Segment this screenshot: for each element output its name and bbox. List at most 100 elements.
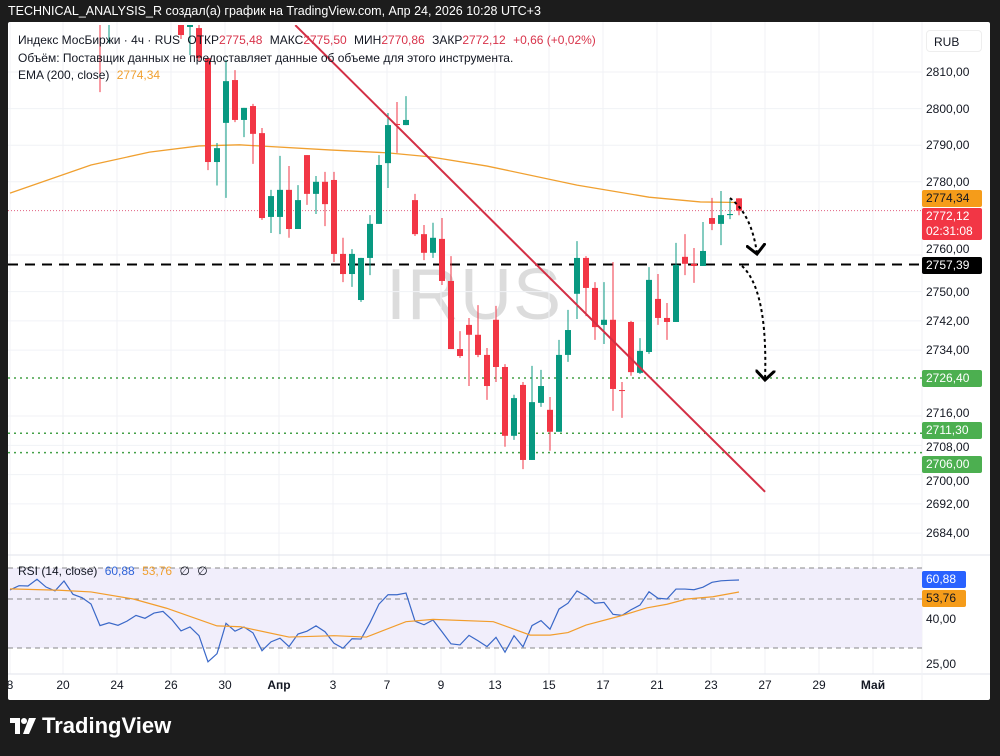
rsi-label: RSI (14, close) <box>18 564 98 578</box>
candle-down <box>682 256 688 264</box>
candle-down <box>736 198 742 211</box>
candle-down <box>331 179 337 254</box>
candle-up <box>295 200 301 230</box>
candle-down <box>466 324 472 335</box>
candle-down <box>709 218 715 224</box>
rsi-ma-value: 53,76 <box>142 564 173 578</box>
low-value: 2770,86 <box>381 33 425 47</box>
rsi-ma-line <box>9 588 740 638</box>
bar-countdown: 02:31:08 <box>926 224 973 238</box>
candle-down <box>250 106 256 134</box>
candle-down <box>628 321 634 373</box>
candle-down <box>691 263 697 266</box>
volume-note: Объём: Поставщик данных не предоставляет… <box>18 51 514 65</box>
candle-up <box>538 386 544 403</box>
candle-down <box>304 155 310 194</box>
support-badge: 2726,40 <box>922 369 982 387</box>
time-tick-label: 29 <box>812 678 826 692</box>
low-label: МИН <box>354 33 382 47</box>
price-tick-label: 2780,00 <box>926 174 970 189</box>
high-label: МАКС <box>269 33 304 47</box>
candle-up <box>511 398 517 436</box>
candle-up <box>187 25 193 27</box>
candle-down <box>232 80 238 120</box>
time-tick-label: 23 <box>704 678 718 692</box>
candle-down <box>610 319 616 389</box>
rsi-axis-label: 25,00 <box>926 657 957 671</box>
candle-down <box>502 366 508 436</box>
time-tick-label: 26 <box>164 678 178 692</box>
brand-name: TradingView <box>42 713 172 738</box>
candle-down <box>394 123 400 126</box>
symbol-name[interactable]: Индекс МосБиржи · 4ч · RUS <box>18 33 181 47</box>
candle-down <box>412 200 418 235</box>
candle-up <box>349 253 355 275</box>
chart-panel[interactable]: IRUS Индекс МосБиржи · 4ч · RUS ОТКР2775… <box>8 22 990 700</box>
close-label: ЗАКР <box>432 33 463 47</box>
candle-down <box>547 409 553 432</box>
candle-down <box>196 28 202 59</box>
candle-down <box>259 133 265 219</box>
close-value: 2772,12 <box>462 33 506 47</box>
support-badge: 2706,00 <box>922 456 982 473</box>
candle-up <box>214 148 220 163</box>
candle-up <box>718 215 724 224</box>
price-tick-label: 2716,00 <box>926 406 970 420</box>
ema-value: 2774,34 <box>116 68 161 82</box>
candle-down <box>421 234 427 253</box>
candle-up <box>637 350 643 373</box>
rsi-flag-icon: ∅ <box>197 564 208 578</box>
candle-up <box>556 354 562 432</box>
ohlc-legend: Индекс МосБиржи · 4ч · RUS ОТКР2775,48 М… <box>18 33 600 47</box>
candle-down <box>286 189 292 230</box>
candle-down <box>655 298 661 318</box>
time-tick-label: 7 <box>383 678 391 692</box>
tradingview-logo[interactable]: TradingView <box>10 713 171 739</box>
rsi-legend[interactable]: RSI (14, close) 60,88 53,76 ∅ ∅ <box>18 564 212 578</box>
time-tick-label: 8 <box>8 678 14 692</box>
ema-price-badge: 2774,34 <box>922 190 982 207</box>
chart-title: TECHNICAL_ANALYSIS_R создал(а) график на… <box>8 4 541 18</box>
price-tick-label: 2734,00 <box>926 343 970 358</box>
candle-down <box>484 354 490 387</box>
support-badge: 2711,30 <box>922 422 982 439</box>
rsi-line <box>9 578 740 663</box>
candle-down <box>178 25 184 36</box>
time-tick-label: 24 <box>110 678 124 692</box>
level-badge: 2757,39 <box>922 257 982 274</box>
candle-down <box>664 317 670 322</box>
price-tick-label: 2700,00 <box>926 474 970 488</box>
price-tick-label: 2708,00 <box>926 440 970 454</box>
candle-down <box>448 280 454 350</box>
rsi-band <box>8 568 922 648</box>
candle-down <box>205 58 211 163</box>
candle-up <box>646 279 652 352</box>
time-tick-label: 30 <box>218 678 232 692</box>
candle-up <box>268 196 274 217</box>
price-tick-label: 2760,00 <box>926 242 970 256</box>
price-tick-label: 2810,00 <box>926 65 970 79</box>
price-tick-label: 2692,00 <box>926 496 970 511</box>
candle-down <box>439 238 445 281</box>
time-tick-label: 9 <box>437 678 445 692</box>
high-value: 2775,50 <box>303 33 347 47</box>
projection-arrow <box>741 265 765 380</box>
last-price-badge: 2772,12 02:31:08 <box>922 208 982 240</box>
candle-up <box>727 214 733 216</box>
ema-legend[interactable]: EMA (200, close) 2774,34 <box>18 68 164 82</box>
candle-down <box>340 253 346 275</box>
time-tick-label: 3 <box>329 678 337 692</box>
candle-down <box>457 349 463 357</box>
time-tick-label: 13 <box>488 678 502 692</box>
candle-down <box>583 257 589 288</box>
currency-button[interactable]: RUB <box>926 30 982 52</box>
candle-up <box>565 330 571 355</box>
ema-label: EMA (200, close) <box>18 68 110 82</box>
time-tick-label: 15 <box>542 678 556 692</box>
time-tick-label: Май <box>860 678 886 692</box>
candle-up <box>367 223 373 258</box>
chart-canvas[interactable] <box>8 22 990 700</box>
volume-legend: Объём: Поставщик данных не предоставляет… <box>18 51 517 65</box>
candle-up <box>673 264 679 322</box>
candle-up <box>376 164 382 224</box>
